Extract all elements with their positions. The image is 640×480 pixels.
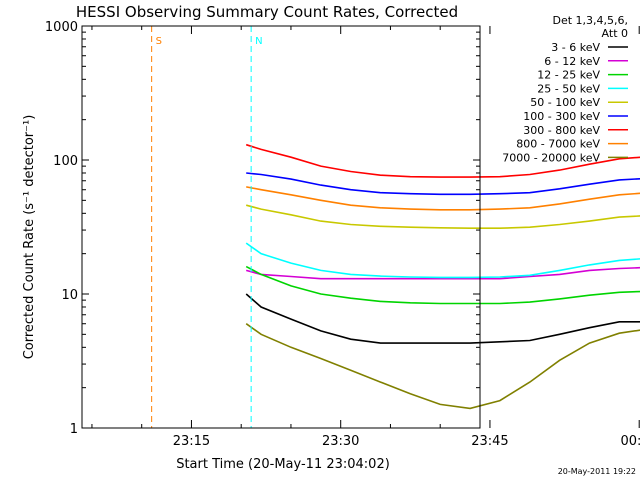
x-tick-label: 23:45: [471, 434, 508, 449]
y-tick-label: 1000: [45, 20, 78, 35]
legend-label-0: 3 - 6 keV: [551, 41, 600, 54]
x-tick-label: 23:30: [322, 434, 359, 449]
legend-label-2: 12 - 25 keV: [537, 69, 600, 82]
y-tick-label: 1: [70, 422, 78, 437]
plot-frame: [81, 25, 481, 429]
x-axis-label: Start Time (20-May-11 23:04:02): [176, 457, 390, 472]
chart-title: HESSI Observing Summary Count Rates, Cor…: [76, 3, 458, 21]
legend-label-6: 300 - 800 keV: [523, 124, 600, 137]
y-tick-label: 100: [53, 154, 78, 169]
series-line-5: [246, 172, 640, 196]
legend-label-7: 800 - 7000 keV: [516, 138, 600, 151]
series-line-4: [245, 204, 640, 229]
series-line-2: [245, 265, 640, 305]
annotation-label-0: S: [156, 36, 162, 47]
series-line-0: [245, 293, 640, 344]
series-line-3: [245, 242, 640, 279]
y-tick-label: 10: [61, 288, 78, 303]
legend-label-3: 25 - 50 keV: [537, 82, 600, 95]
series-line-1: [245, 266, 640, 280]
legend-header-line-2: Att 0: [602, 27, 628, 40]
series-line-6: [245, 143, 640, 178]
x-tick-label: 00:00: [620, 434, 640, 449]
legend-label-5: 100 - 300 keV: [523, 110, 600, 123]
x-tick-label: 23:15: [173, 434, 210, 449]
series-line-8: [245, 323, 640, 410]
date-stamp: 20-May-2011 19:22: [558, 467, 636, 476]
annotation-label-1: N: [255, 36, 262, 47]
series-line-7: [246, 186, 640, 211]
legend-label-8: 7000 - 20000 keV: [502, 151, 600, 164]
legend-label-4: 50 - 100 keV: [530, 96, 600, 109]
y-axis-label: Corrected Count Rate (s⁻¹ detector⁻¹): [22, 115, 37, 360]
legend-label-1: 6 - 12 keV: [544, 55, 600, 68]
legend-header-line-1: Det 1,3,4,5,6,: [552, 14, 628, 27]
